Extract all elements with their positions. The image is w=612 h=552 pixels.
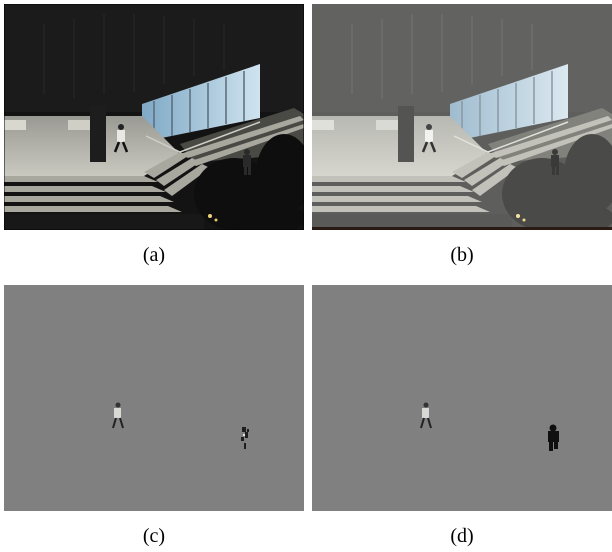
segmented-person-left <box>112 402 124 429</box>
panel-a-image <box>4 4 304 230</box>
panel-b-image <box>312 4 612 230</box>
panel-c-image <box>4 285 304 511</box>
caption-a: (a) <box>142 244 166 266</box>
caption-d: (d) <box>450 525 474 547</box>
caption-b: (b) <box>450 244 474 266</box>
caption-c: (c) <box>142 525 166 547</box>
panel-d-image <box>312 285 612 511</box>
